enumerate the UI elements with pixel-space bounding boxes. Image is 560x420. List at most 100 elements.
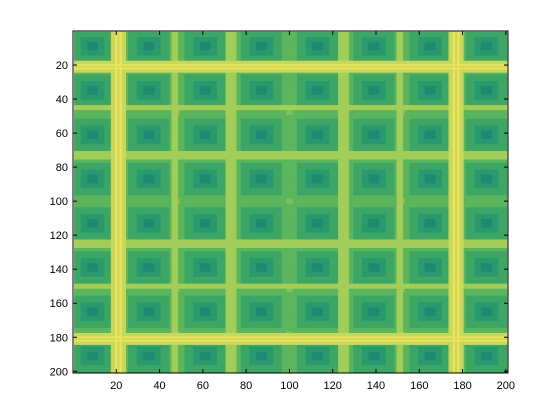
heatmap-cell-run	[403, 217, 410, 220]
heatmap-cell-run	[435, 91, 443, 94]
heatmap-cell-run	[329, 176, 339, 179]
heatmap-cell-run	[240, 224, 250, 227]
heatmap-cell-run	[403, 145, 410, 148]
heatmap-cell-run	[110, 171, 116, 174]
heatmap-cell-run	[177, 171, 185, 174]
heatmap-cell-run	[121, 225, 127, 228]
heatmap-cell-run	[115, 195, 118, 198]
heatmap-cell-run	[126, 57, 129, 60]
heatmap-cell-run	[249, 220, 257, 223]
heatmap-cell-run	[409, 91, 419, 94]
heatmap-cell-run	[177, 203, 226, 206]
heatmap-cell-run	[171, 86, 179, 89]
heatmap-cell-run	[171, 42, 179, 45]
heatmap-cell-run	[110, 142, 116, 145]
heatmap-cell-run	[171, 147, 179, 150]
heatmap-cell-run	[216, 40, 226, 43]
heatmap-cell-run	[459, 144, 464, 147]
heatmap-cell-run	[169, 234, 172, 237]
heatmap-cell-run	[119, 212, 123, 215]
heatmap-cell-run	[459, 203, 464, 206]
heatmap-cell-run	[80, 258, 105, 261]
heatmap-cell-run	[465, 91, 475, 94]
heatmap-cell-run	[448, 33, 454, 36]
heatmap-cell-run	[117, 188, 120, 191]
heatmap-cell-run	[353, 227, 363, 230]
heatmap-cell-run	[385, 135, 395, 138]
heatmap-cell-run	[119, 120, 123, 123]
heatmap-cell-run	[296, 88, 306, 91]
heatmap-cell-run	[119, 47, 123, 50]
heatmap-cell-run	[193, 84, 218, 87]
heatmap-cell-run	[74, 74, 112, 77]
heatmap-cell-run	[296, 164, 339, 167]
heatmap-cell-run	[348, 256, 354, 259]
heatmap-cell-run	[115, 113, 118, 116]
heatmap-cell-run	[126, 232, 129, 235]
heatmap-cell-run	[171, 210, 179, 213]
heatmap-cell-run	[121, 31, 127, 34]
heatmap-cell-run	[74, 159, 112, 162]
heatmap-cell-run	[457, 173, 460, 176]
heatmap-cell-run	[216, 137, 226, 140]
heatmap-cell-run	[119, 86, 123, 89]
heatmap-cell-run	[199, 137, 211, 140]
heatmap-cell-run	[115, 42, 118, 45]
heatmap-cell-run	[353, 142, 363, 145]
heatmap-cell-run	[498, 133, 508, 136]
heatmap-cell-run	[104, 259, 112, 262]
heatmap-cell-run	[409, 35, 449, 38]
heatmap-cell-run	[329, 40, 339, 43]
heatmap-cell-run	[169, 259, 172, 262]
heatmap-cell-run	[418, 171, 443, 174]
heatmap-cell-run	[74, 184, 81, 188]
heatmap-cell-run	[353, 123, 395, 126]
heatmap-cell-run	[353, 93, 363, 96]
heatmap-cell-run	[193, 142, 218, 145]
heatmap-cell-run	[353, 81, 363, 84]
heatmap-cell-run	[296, 43, 306, 46]
heatmap-cell-run	[171, 132, 179, 135]
heatmap-cell-run	[117, 205, 120, 208]
heatmap-cell-run	[171, 43, 179, 46]
heatmap-cell-run	[184, 144, 226, 147]
heatmap-cell-run	[160, 127, 170, 130]
heatmap-cell-run	[448, 207, 454, 210]
heatmap-cell-run	[160, 42, 170, 45]
heatmap-cell-run	[110, 123, 116, 126]
heatmap-cell-run	[459, 179, 464, 182]
heatmap-cell-run	[418, 128, 443, 131]
heatmap-cell-run	[216, 186, 226, 189]
heatmap-cell-run	[119, 115, 123, 118]
heatmap-cell-run	[74, 94, 81, 97]
heatmap-cell-run	[110, 116, 116, 119]
heatmap-cell-run	[171, 190, 179, 193]
heatmap-cell-run	[128, 76, 170, 79]
heatmap-cell-run	[154, 176, 161, 179]
heatmap-cell-run	[236, 220, 242, 223]
heatmap-cell-run	[273, 140, 283, 143]
heatmap-cell-run	[396, 202, 404, 205]
heatmap-cell-run	[448, 171, 454, 174]
heatmap-cell-run	[312, 174, 324, 177]
heatmap-cell-run	[348, 94, 354, 97]
heatmap-cell-run	[296, 122, 339, 125]
heatmap-cell-run	[454, 198, 458, 201]
heatmap-cell-run	[126, 150, 449, 154]
heatmap-cell-run	[403, 188, 410, 191]
heatmap-cell-run	[171, 247, 179, 250]
heatmap-cell-run	[97, 43, 105, 46]
heatmap-cell-run	[418, 213, 443, 216]
heatmap-cell-run	[353, 133, 363, 136]
heatmap-cell-run	[338, 191, 350, 194]
heatmap-cell-run	[128, 149, 170, 152]
heatmap-cell-run	[454, 242, 458, 245]
heatmap-cell-run	[115, 169, 118, 172]
heatmap-cell-run	[136, 48, 144, 51]
heatmap-cell-run	[385, 50, 395, 53]
heatmap-cell-run	[348, 122, 354, 125]
heatmap-cell-run	[110, 127, 116, 130]
heatmap-cell-run	[87, 132, 99, 135]
heatmap-cell-run	[459, 123, 464, 126]
heatmap-cell-run	[281, 79, 298, 82]
